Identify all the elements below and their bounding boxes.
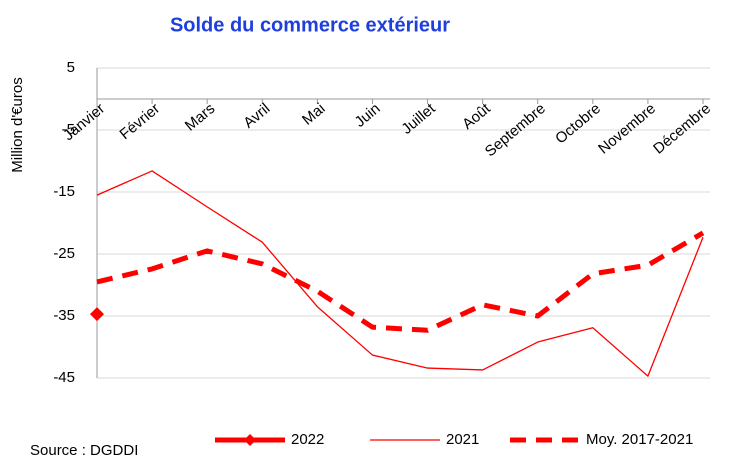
line-series [96, 170, 704, 377]
legend-label: 2022 [291, 431, 324, 448]
x-tick-label: Février [117, 100, 164, 143]
x-tick-label: Décembre [650, 100, 714, 158]
point-marker [90, 307, 104, 322]
legend-marker [244, 434, 256, 446]
y-tick-label: -45 [53, 369, 75, 386]
x-tick-label: Novembre [595, 100, 659, 158]
legend-label: 2021 [446, 431, 479, 448]
chart-title: Solde du commerce extérieur [170, 14, 450, 36]
x-tick-label: Avril [240, 100, 273, 132]
x-tick-label: Juillet [398, 100, 439, 138]
y-tick-label: 5 [67, 59, 75, 76]
y-axis-label: Million d'€uros [9, 77, 26, 172]
line-series [96, 230, 705, 333]
y-tick-label: -15 [53, 183, 75, 200]
x-tick-label: Octobre [552, 100, 604, 147]
legend-label: Moy. 2017-2021 [586, 431, 693, 448]
y-tick-label: -35 [53, 307, 75, 324]
x-tick-label: Mars [182, 100, 218, 134]
y-tick-label: -25 [53, 245, 75, 262]
source: Source : DGDDI [30, 442, 138, 456]
y-tick-label: -5 [62, 121, 75, 138]
x-tick-label: Août [459, 100, 494, 133]
x-tick-label: Juin [352, 100, 384, 131]
x-tick-label: Mai [299, 100, 328, 129]
